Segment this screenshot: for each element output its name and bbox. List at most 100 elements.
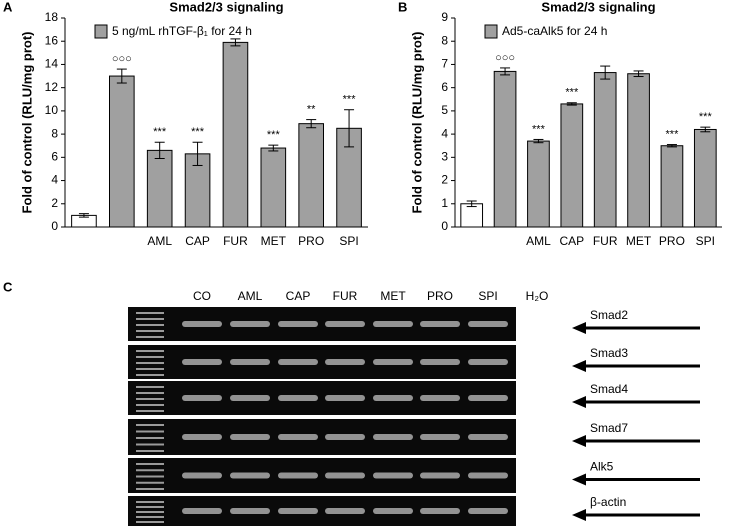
arrow-head <box>572 509 586 521</box>
ladder-band <box>136 437 164 439</box>
ladder-band <box>136 392 164 394</box>
ladder-band <box>136 475 164 478</box>
y-tick-label: 5 <box>441 103 448 117</box>
ladder-band <box>136 511 164 513</box>
y-tick-label: 2 <box>51 196 58 210</box>
lane-label: CO <box>193 289 211 303</box>
significance-label: *** <box>565 87 579 99</box>
ladder-band <box>136 410 164 412</box>
gel-band <box>373 321 413 327</box>
row-label: Alk5 <box>590 460 614 474</box>
error-bar <box>154 141 165 159</box>
error-bar <box>600 65 611 80</box>
y-tick-label: 2 <box>441 173 448 187</box>
error-bar <box>633 70 644 78</box>
ladder-band <box>136 488 164 490</box>
x-tick-label: FUR <box>223 234 248 248</box>
lane-label: AML <box>238 289 263 303</box>
ladder-band <box>136 350 164 352</box>
gel-band <box>468 434 508 440</box>
ladder-band <box>136 521 164 523</box>
bar <box>260 147 287 228</box>
gel-band <box>420 508 460 514</box>
y-tick-label: 14 <box>45 57 59 71</box>
gel-band <box>182 321 222 327</box>
ladder-band <box>136 481 164 484</box>
significance-label: ** <box>307 104 316 116</box>
gel-band <box>373 508 413 514</box>
x-tick-label: SPI <box>696 234 715 248</box>
x-tick-label: SPI <box>339 234 358 248</box>
x-tick-label: FUR <box>593 234 618 248</box>
significance-label: *** <box>153 126 167 138</box>
legend-swatch <box>94 24 108 39</box>
error-bar <box>566 102 577 106</box>
arrow-head <box>572 435 586 447</box>
lane-label: H₂O <box>526 289 549 303</box>
gel-band <box>325 472 365 479</box>
ladder-band <box>136 324 164 326</box>
gel-band <box>373 434 413 440</box>
bar <box>593 72 617 228</box>
gel-band <box>325 508 365 514</box>
gel-band <box>278 472 318 479</box>
lane-label: SPI <box>478 289 497 303</box>
gel-band <box>420 359 460 365</box>
ladder-band <box>136 469 164 472</box>
gel-band <box>420 395 460 401</box>
lane-label: FUR <box>333 289 358 303</box>
y-tick-label: 3 <box>441 150 448 164</box>
y-tick-label: 18 <box>45 10 59 24</box>
bar <box>527 140 550 228</box>
panel-letter: C <box>3 279 13 294</box>
gel-band <box>278 395 318 401</box>
y-tick-label: 7 <box>441 57 448 71</box>
y-tick-label: 1 <box>441 196 448 210</box>
error-bar <box>268 144 279 152</box>
legend-label: Ad5-caAlk5 for 24 h <box>502 24 607 38</box>
row-label: Smad4 <box>590 382 628 396</box>
significance-label: *** <box>699 111 713 123</box>
y-tick-label: 9 <box>441 10 448 24</box>
gel-band <box>325 321 365 327</box>
bar <box>109 75 135 228</box>
ladder-band <box>136 424 164 426</box>
x-tick-label: AML <box>526 234 551 248</box>
ladder-band <box>136 368 164 370</box>
significance-label: *** <box>532 123 546 135</box>
ladder-band <box>136 330 164 332</box>
y-tick-label: 0 <box>441 219 448 233</box>
bar <box>560 103 584 228</box>
ladder-band <box>136 516 164 518</box>
row-label: Smad2 <box>590 308 628 322</box>
error-bar <box>466 200 477 208</box>
gel-band <box>278 508 318 514</box>
arrow-head <box>572 473 586 486</box>
ladder-band <box>136 506 164 508</box>
gel-band <box>182 359 222 365</box>
ladder-band <box>136 430 164 433</box>
error-bar <box>700 126 711 133</box>
ladder-band <box>136 398 164 400</box>
bar <box>493 70 517 228</box>
bar <box>460 203 484 228</box>
error-bar <box>306 119 317 129</box>
x-tick-label: AML <box>147 234 172 248</box>
gel-band <box>468 508 508 514</box>
ladder-band <box>136 450 164 452</box>
gel-band <box>325 359 365 365</box>
significance-label: ○○○ <box>112 53 132 65</box>
bar <box>660 145 684 228</box>
error-bar <box>666 144 677 148</box>
ladder-band <box>136 356 164 358</box>
legend-swatch <box>484 24 498 39</box>
gel-band <box>182 434 222 440</box>
ladder-band <box>136 501 164 503</box>
x-tick-label: MET <box>261 234 287 248</box>
y-tick-label: 0 <box>51 219 58 233</box>
row-label: Smad7 <box>590 421 628 435</box>
y-tick-label: 8 <box>51 126 58 140</box>
significance-label: *** <box>191 126 205 138</box>
x-tick-label: PRO <box>659 234 685 248</box>
